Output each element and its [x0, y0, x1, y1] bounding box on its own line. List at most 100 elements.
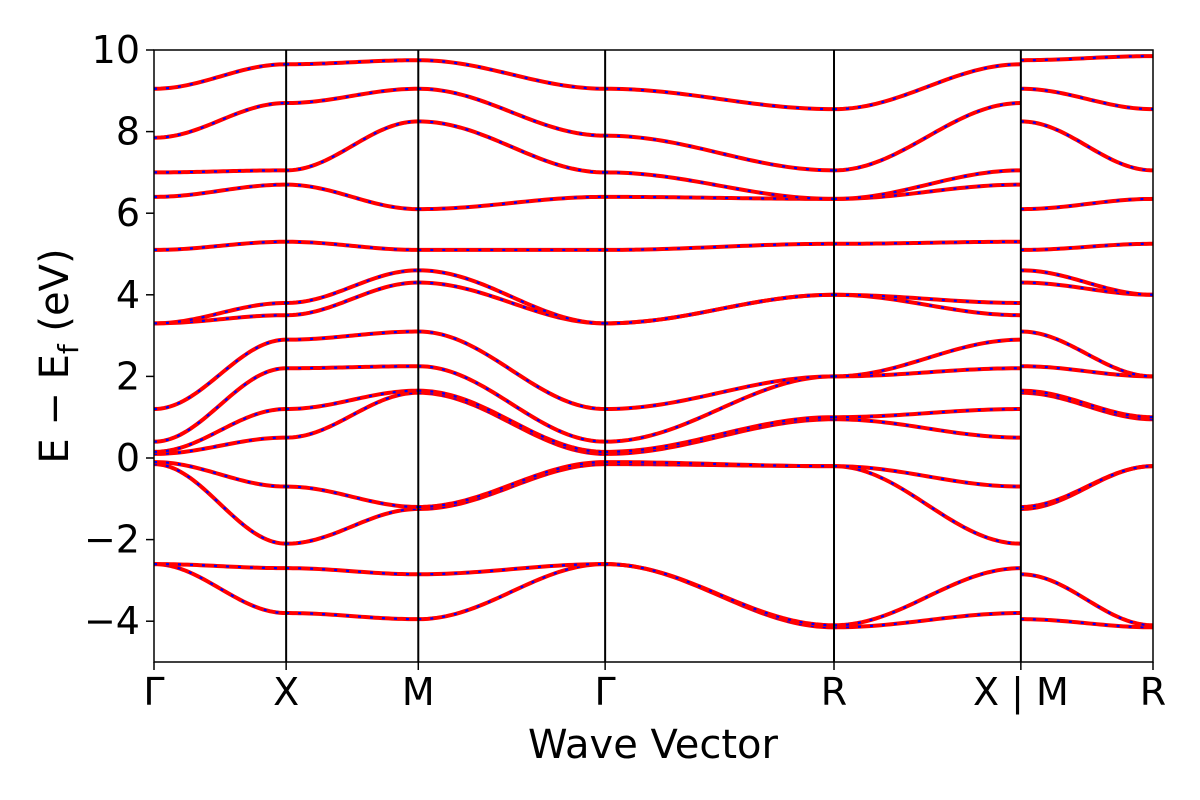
band-line-seg3-band13	[605, 133, 835, 173]
band-overlay-seg1-band7	[286, 330, 419, 341]
band-overlay-seg4-band4	[834, 418, 1021, 439]
band-line-seg0-band2	[154, 462, 287, 546]
band-line-seg4-band9	[834, 292, 1021, 305]
band-line-seg0-band7	[154, 337, 287, 412]
y-tick-label-7: 10	[92, 28, 140, 72]
band-line-seg2-band11	[418, 194, 606, 212]
band-overlay-seg5-band12	[1020, 120, 1153, 172]
band-overlay-seg4-band13	[833, 101, 1021, 172]
band-overlay-seg3-band4	[605, 418, 835, 456]
band-line-seg1-band11	[286, 182, 419, 212]
band-overlay-seg4-band12	[834, 169, 1021, 201]
band-line-seg1-band2	[286, 507, 419, 546]
band-overlay-seg2-band13	[418, 87, 606, 137]
band-overlay-seg0-band11	[154, 183, 287, 198]
band-overlay-seg4-band11	[834, 183, 1021, 201]
band-overlay-seg0-band12	[154, 169, 287, 174]
band-overlay-seg3-band6	[605, 375, 835, 443]
band-overlay-seg4-band1	[833, 567, 1021, 627]
y-axis-title-main: E − E	[32, 354, 78, 464]
band-line-seg5-band5	[1020, 388, 1153, 420]
band-line-seg0-band14	[154, 62, 287, 91]
band-overlay-seg1-band12	[286, 120, 419, 172]
x-tick-label-1: X	[273, 670, 299, 714]
band-line-seg0-band12	[154, 168, 287, 175]
band-line-seg2-band5	[418, 388, 606, 454]
band-line-seg2-band7	[418, 329, 606, 412]
band-line-seg1-band1	[286, 566, 419, 577]
x-tick-label-6: R	[1140, 670, 1166, 714]
band-overlay-seg3-band3	[605, 460, 835, 468]
band-overlay-seg5-band6	[1020, 365, 1153, 378]
band-line-seg1-band9	[286, 268, 419, 305]
band-line-seg1-band0	[286, 611, 419, 622]
band-line-seg5-band7	[1020, 329, 1153, 379]
y-tick-label-5: 6	[116, 191, 140, 235]
band-overlay-seg2-band11	[418, 195, 606, 211]
band-line-seg0-band5	[154, 407, 287, 454]
band-line-seg1-band14	[286, 58, 419, 67]
x-tick-label-2: M	[402, 670, 435, 714]
band-line-seg4-band10	[834, 239, 1021, 246]
band-line-seg5-band10	[1020, 241, 1153, 252]
band-line-seg4-band7	[833, 337, 1021, 379]
band-overlay-seg3-band9	[605, 293, 835, 325]
plot-frame	[153, 49, 1154, 663]
y-tick-label-2: 0	[116, 436, 140, 480]
band-overlay-seg2-band3	[418, 460, 606, 509]
band-line-seg0-band0	[154, 562, 287, 616]
band-line-seg2-band6	[418, 364, 606, 444]
band-line-seg0-band11	[154, 182, 287, 199]
x-axis-ticks: Γ X M Γ R X | M R	[143, 662, 1166, 715]
y-tick-label-1: −2	[84, 518, 140, 562]
band-line-seg3-band14	[605, 86, 835, 112]
band-overlay-seg2-band1	[418, 562, 606, 576]
x-tick-label-3: Γ	[595, 670, 616, 714]
band-overlay-seg1-band14	[286, 59, 419, 66]
band-overlay-seg3-band14	[605, 87, 835, 111]
y-axis-title: E − Ef (eV)	[32, 248, 85, 463]
band-overlay-seg2-band12	[418, 120, 606, 174]
band-overlay-seg3-band13	[605, 134, 835, 172]
band-overlay-seg3-band5	[605, 416, 835, 453]
band-overlay-seg0-band0	[154, 562, 287, 615]
band-overlay-seg1-band0	[286, 611, 419, 621]
band-line-seg0-band6	[154, 366, 287, 444]
bands-layer	[154, 54, 1153, 630]
y-axis-ticks: −4 −2 0 2 4 6 8 10	[84, 28, 154, 643]
band-overlay-seg5-band0	[1020, 618, 1153, 629]
band-line-seg5-band14	[1020, 54, 1153, 63]
y-tick-label-3: 2	[116, 354, 140, 398]
band-overlay-seg5-band14	[1020, 55, 1153, 62]
band-overlay-seg1-band10	[286, 240, 419, 252]
band-overlay-seg3-band11	[605, 195, 835, 201]
band-overlay-seg3-band7	[605, 375, 835, 411]
x-tick-label-4: R	[821, 670, 847, 714]
band-overlay-seg0-band8	[154, 314, 287, 325]
band-line-seg4-band3	[833, 464, 1021, 489]
y-tick-label-4: 4	[116, 273, 140, 317]
band-line-seg1-band7	[286, 329, 419, 342]
band-line-seg3-band12	[605, 170, 835, 201]
x-tick-label-0: Γ	[143, 670, 164, 714]
band-line-seg4-band5	[834, 407, 1021, 420]
band-line-seg0-band4	[154, 435, 287, 456]
band-line-seg4-band2	[833, 464, 1021, 546]
band-line-seg2-band1	[418, 562, 606, 577]
band-line-seg1-band6	[286, 364, 419, 371]
band-line-seg1-band8	[286, 280, 419, 318]
high-symmetry-lines	[285, 50, 1022, 662]
band-overlay-seg2-band8	[418, 281, 606, 325]
band-overlay-seg4-band8	[834, 293, 1021, 317]
band-line-seg4-band4	[833, 417, 1021, 440]
band-overlay-seg4-band3	[834, 465, 1021, 488]
y-tick-label-6: 8	[116, 110, 140, 154]
band-overlay-seg2-band9	[418, 269, 606, 325]
band-overlay-seg3-band10	[605, 242, 835, 252]
band-line-seg1-band3	[286, 484, 419, 509]
band-overlay-seg4-band0	[834, 611, 1021, 629]
band-line-seg1-band4	[286, 390, 419, 440]
y-tick-label-0: −4	[84, 599, 140, 643]
band-overlay-seg4-band14	[833, 63, 1021, 111]
